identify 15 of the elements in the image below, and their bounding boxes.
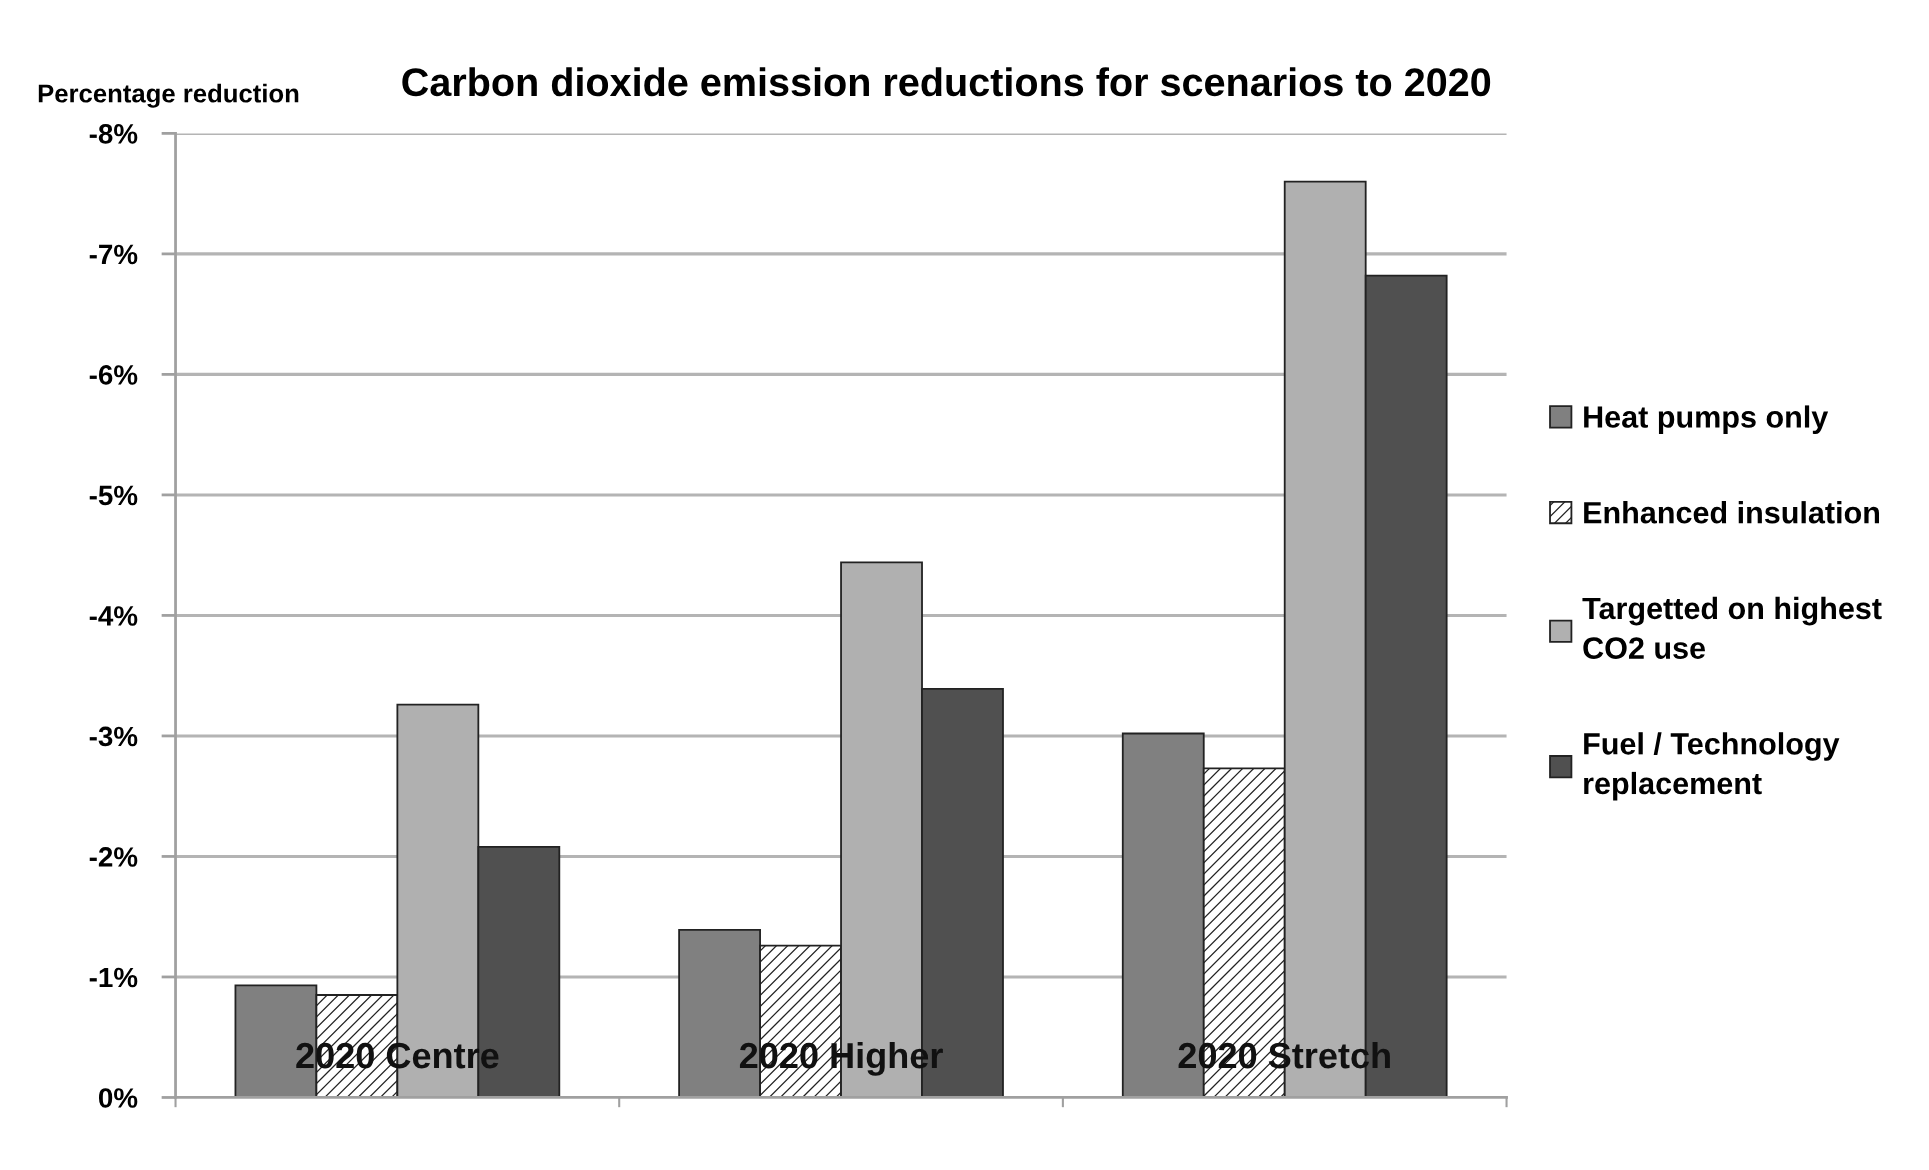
y-tick-label: -6% <box>89 365 138 385</box>
y-tick-label: -7% <box>89 244 138 265</box>
chart-title: Carbon dioxide emission reductions for scenarios to 2020 <box>402 67 1491 97</box>
y-tick-label: -4% <box>89 606 138 626</box>
legend-label: Heat pumps only <box>1584 405 1829 434</box>
y-tick-label: -2% <box>89 847 138 867</box>
y-tick-label: -5% <box>89 485 138 506</box>
y-tick-label: 0% <box>98 1088 138 1108</box>
legend-label: Enhanced insulation <box>1584 501 1880 524</box>
legend-label: Targetted on highest CO2 use <box>1582 596 1882 659</box>
y-axis-title: Percentage reduction <box>38 83 299 108</box>
y-tick-label: -3% <box>89 726 138 747</box>
y-tick-label: -1% <box>89 967 138 988</box>
y-tick-label: -8% <box>89 124 138 144</box>
legend-label: Fuel / Technology replacement <box>1584 732 1840 801</box>
